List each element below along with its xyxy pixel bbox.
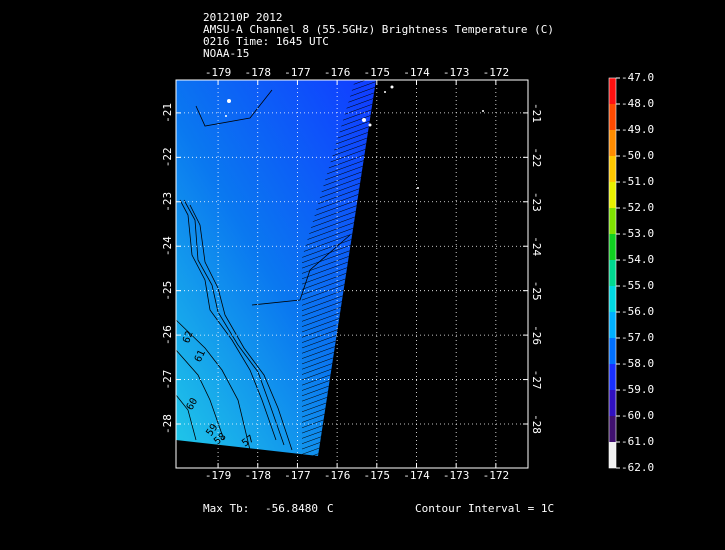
- footer-interval: Contour Interval = 1C: [415, 502, 554, 515]
- colorbar-label: -51.0: [621, 175, 654, 188]
- colorbar-label: -50.0: [621, 149, 654, 162]
- colorbar-segment: [609, 208, 616, 234]
- header-line: 201210P 2012: [203, 11, 282, 24]
- lon-label: -177: [284, 66, 311, 79]
- lon-label: -179: [205, 66, 232, 79]
- colorbar-label: -59.0: [621, 383, 654, 396]
- lat-label: -22: [161, 147, 174, 167]
- lon-label: -177: [284, 469, 311, 482]
- colorbar-segment: [609, 156, 616, 182]
- lat-label: -27: [161, 370, 174, 390]
- colorbar-label: -55.0: [621, 279, 654, 292]
- colorbar-segment: [609, 312, 616, 338]
- lon-label: -175: [364, 469, 391, 482]
- colorbar-segment: [609, 442, 616, 468]
- colorbar-label: -60.0: [621, 409, 654, 422]
- lon-label: -174: [403, 469, 430, 482]
- lat-label: -26: [161, 325, 174, 345]
- lat-label: -23: [530, 192, 543, 212]
- islands: [225, 85, 484, 189]
- lat-label: -27: [530, 370, 543, 390]
- colorbar-label: -52.0: [621, 201, 654, 214]
- lon-label: -175: [364, 66, 391, 79]
- lon-label: -172: [483, 469, 510, 482]
- colorbar-frame: [608, 77, 617, 469]
- header-line: AMSU-A Channel 8 (55.5GHz) Brightness Te…: [203, 23, 554, 36]
- contour-label: 61: [193, 348, 208, 364]
- contour-label: 62: [181, 330, 195, 345]
- lon-label: -178: [244, 469, 271, 482]
- colorbar-label: -57.0: [621, 331, 654, 344]
- colorbar-segment: [609, 182, 616, 208]
- colorbar-label: -58.0: [621, 357, 654, 370]
- colorbar-label: -53.0: [621, 227, 654, 240]
- swath-edge-hatch: [302, 80, 376, 456]
- colorbar-label: -61.0: [621, 435, 654, 448]
- lat-label: -21: [161, 103, 174, 123]
- lat-label: -26: [530, 325, 543, 345]
- lat-label: -25: [161, 281, 174, 301]
- colorbar-segment: [609, 364, 616, 390]
- colorbar-label: -48.0: [621, 97, 654, 110]
- lat-label: -25: [530, 281, 543, 301]
- colorbar-segment: [609, 416, 616, 442]
- colorbar-label: -62.0: [621, 461, 654, 474]
- lat-label: -24: [530, 236, 543, 256]
- contours: [176, 89, 351, 451]
- colorbar-segment: [609, 104, 616, 130]
- colorbar-label: -47.0: [621, 71, 654, 84]
- lat-label: -28: [161, 414, 174, 434]
- colorbar-segment: [609, 260, 616, 286]
- footer-value: -56.8480: [265, 502, 318, 515]
- colorbar-label: -49.0: [621, 123, 654, 136]
- colorbar-segment: [609, 286, 616, 312]
- lat-label: -22: [530, 147, 543, 167]
- lat-label: -24: [161, 236, 174, 256]
- colorbar-label: -54.0: [621, 253, 654, 266]
- swath: [176, 80, 376, 456]
- lon-label: -173: [443, 469, 470, 482]
- colorbar-segment: [609, 130, 616, 156]
- contour-label: 60: [185, 396, 201, 412]
- lat-label: -23: [161, 192, 174, 212]
- header-line: NOAA-15: [203, 47, 249, 60]
- colorbar-label: -56.0: [621, 305, 654, 318]
- map-frame: [175, 79, 529, 469]
- lon-label: -174: [403, 66, 430, 79]
- footer-unit: C: [327, 502, 334, 515]
- lon-label: -173: [443, 66, 470, 79]
- lat-label: -21: [530, 103, 543, 123]
- lon-label: -172: [483, 66, 510, 79]
- colorbar-segment: [609, 234, 616, 260]
- colorbar-segment: [609, 390, 616, 416]
- lon-label: -176: [324, 66, 351, 79]
- lon-label: -178: [244, 66, 271, 79]
- header-line: 0216 Time: 1645 UTC: [203, 35, 329, 48]
- lon-label: -179: [205, 469, 232, 482]
- colorbar-segment: [609, 338, 616, 364]
- colorbar-segment: [609, 78, 616, 104]
- lat-label: -28: [530, 414, 543, 434]
- lon-label: -176: [324, 469, 351, 482]
- footer-label: Max Tb:: [203, 502, 249, 515]
